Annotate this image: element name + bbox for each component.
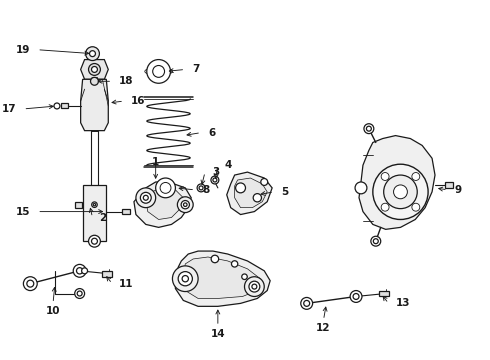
Text: 2: 2 (99, 212, 107, 222)
Circle shape (371, 236, 381, 246)
Circle shape (393, 185, 407, 199)
Circle shape (381, 203, 389, 211)
Text: 7: 7 (192, 64, 199, 75)
Circle shape (236, 183, 245, 193)
Circle shape (91, 77, 98, 85)
Circle shape (301, 297, 313, 309)
Text: 18: 18 (119, 76, 134, 86)
Bar (74, 202, 82, 208)
Circle shape (156, 178, 175, 198)
Circle shape (353, 293, 359, 300)
Text: 3: 3 (212, 167, 219, 177)
Text: 11: 11 (119, 279, 134, 289)
Circle shape (253, 194, 262, 202)
Bar (445, 182, 453, 188)
Circle shape (197, 184, 205, 192)
Circle shape (160, 183, 171, 193)
Circle shape (86, 47, 99, 60)
Text: 4: 4 (225, 160, 232, 170)
Circle shape (76, 267, 83, 274)
Polygon shape (359, 136, 435, 229)
Circle shape (245, 277, 264, 297)
Circle shape (54, 103, 60, 109)
Polygon shape (183, 257, 260, 298)
Circle shape (92, 67, 98, 72)
Circle shape (82, 268, 88, 274)
Polygon shape (146, 188, 183, 220)
Circle shape (242, 274, 247, 279)
Text: 16: 16 (131, 96, 146, 106)
Circle shape (77, 291, 82, 296)
Circle shape (367, 126, 371, 131)
Polygon shape (235, 178, 267, 208)
Text: 12: 12 (316, 323, 331, 333)
Circle shape (213, 178, 217, 182)
Text: 5: 5 (281, 187, 288, 197)
Circle shape (304, 301, 310, 306)
Circle shape (172, 266, 198, 292)
Circle shape (90, 51, 96, 57)
Circle shape (373, 164, 428, 220)
Circle shape (89, 63, 100, 75)
Circle shape (211, 255, 219, 263)
Polygon shape (134, 182, 191, 228)
Text: 14: 14 (211, 329, 225, 339)
Text: 15: 15 (16, 207, 30, 217)
Text: 9: 9 (455, 185, 462, 195)
Circle shape (74, 289, 85, 298)
Text: 8: 8 (202, 185, 209, 195)
Circle shape (211, 176, 219, 184)
Text: 19: 19 (16, 45, 30, 55)
Text: 17: 17 (2, 104, 17, 114)
Circle shape (249, 281, 260, 292)
Circle shape (199, 186, 203, 190)
Circle shape (350, 291, 362, 302)
Circle shape (231, 261, 238, 267)
Circle shape (384, 175, 417, 209)
Circle shape (93, 203, 96, 206)
Circle shape (252, 284, 257, 289)
Circle shape (412, 172, 420, 180)
Circle shape (136, 188, 156, 208)
Bar (83, 185, 106, 241)
Circle shape (261, 179, 268, 185)
Circle shape (27, 280, 34, 287)
Bar (102, 271, 112, 277)
Circle shape (182, 275, 189, 282)
Circle shape (177, 197, 193, 212)
Circle shape (373, 239, 378, 244)
Circle shape (183, 203, 187, 206)
Circle shape (355, 182, 367, 194)
Circle shape (153, 66, 165, 77)
Text: 13: 13 (395, 298, 410, 309)
Circle shape (140, 192, 151, 203)
Polygon shape (227, 172, 272, 215)
Circle shape (92, 238, 98, 244)
Text: 10: 10 (46, 306, 60, 316)
Polygon shape (175, 251, 270, 306)
Circle shape (89, 235, 100, 247)
Circle shape (144, 195, 148, 200)
Circle shape (24, 277, 37, 291)
Circle shape (178, 271, 193, 286)
Circle shape (381, 172, 389, 180)
Bar (379, 291, 389, 297)
Circle shape (73, 264, 86, 277)
Bar (122, 209, 130, 214)
Circle shape (364, 124, 374, 134)
Text: 1: 1 (152, 157, 159, 167)
Polygon shape (81, 79, 108, 131)
Polygon shape (81, 59, 108, 79)
Circle shape (147, 59, 171, 83)
Text: 6: 6 (208, 127, 215, 138)
Circle shape (412, 203, 420, 211)
Circle shape (181, 201, 190, 209)
Bar (61, 103, 68, 108)
Circle shape (92, 202, 97, 207)
